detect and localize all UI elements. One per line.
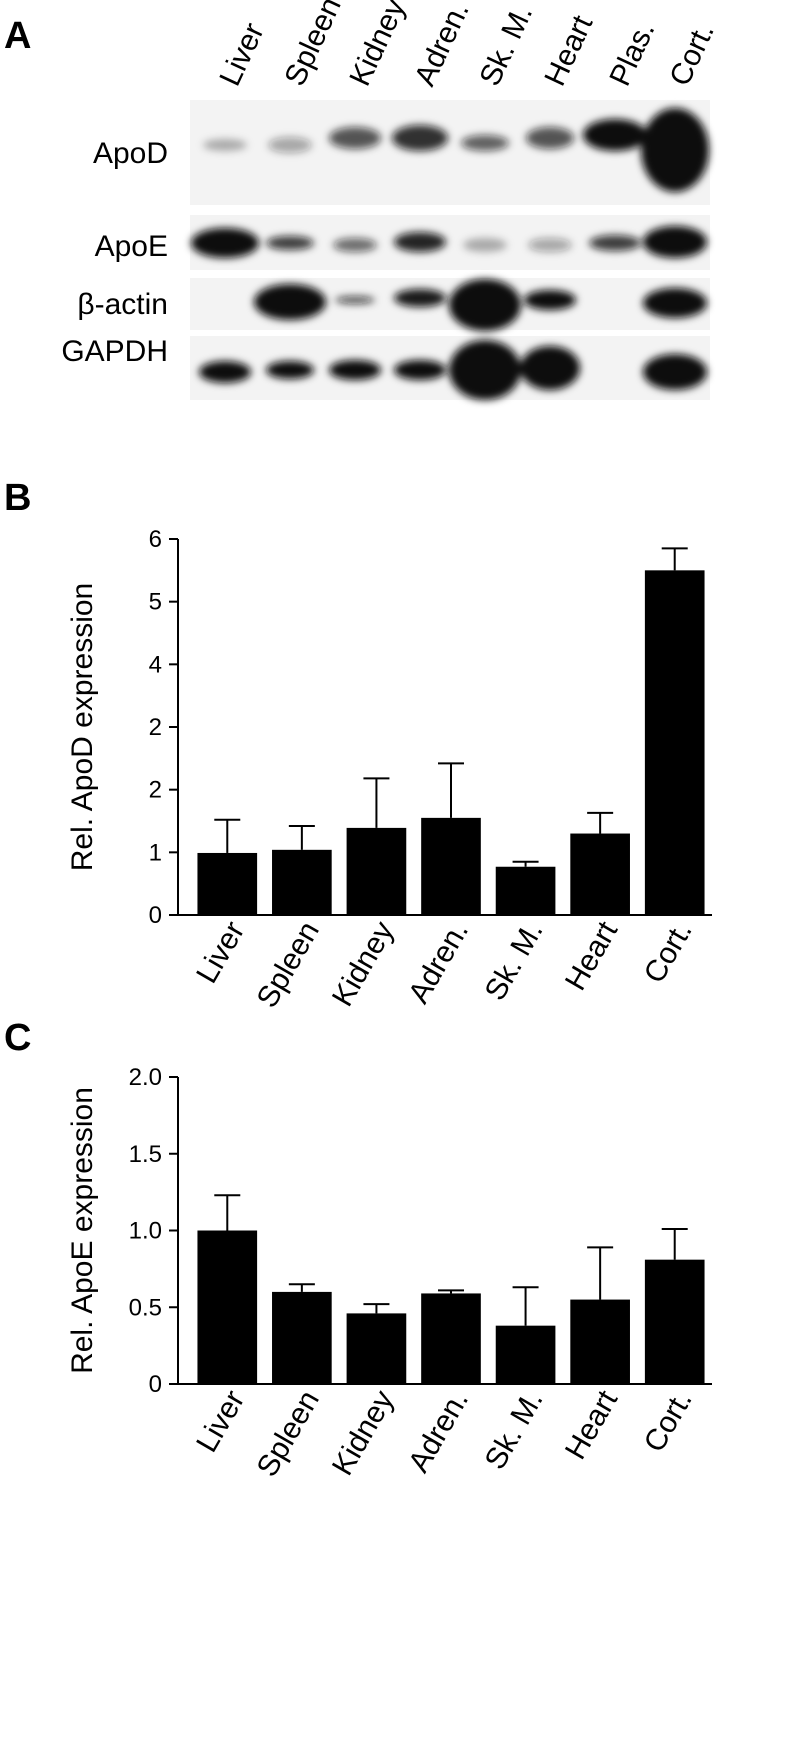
error-bar xyxy=(438,1289,464,1294)
y-tick-label: 1 xyxy=(149,839,162,866)
x-tick-label: Adren. xyxy=(402,916,475,1009)
y-tick-label: 0.5 xyxy=(129,1294,162,1321)
x-tick-label: Liver xyxy=(190,1385,251,1458)
bar xyxy=(346,1313,407,1384)
error-bar xyxy=(438,762,464,818)
lane-label: Heart xyxy=(538,10,599,91)
bar xyxy=(421,1293,481,1384)
y-tick-label: 0 xyxy=(149,1371,162,1398)
row-label: GAPDH xyxy=(61,335,168,368)
lane-label: Sk. M. xyxy=(473,0,539,91)
blot-strip xyxy=(190,100,710,205)
row-label: β-actin xyxy=(77,288,168,321)
x-tick-label: Liver xyxy=(190,916,251,989)
x-tick-label: Heart xyxy=(559,1384,625,1465)
x-tick-label: Kidney xyxy=(326,1385,400,1481)
y-tick-label: 5 xyxy=(149,589,162,616)
bar xyxy=(570,833,630,915)
row-label: ApoE xyxy=(95,230,168,263)
lane-label: Adren. xyxy=(408,0,475,91)
error-bar xyxy=(214,818,241,853)
bands xyxy=(191,108,709,400)
bar xyxy=(272,849,332,915)
x-tick-label: Kidney xyxy=(326,916,400,1012)
bar xyxy=(570,1299,630,1384)
error-bar xyxy=(363,1303,390,1314)
bar xyxy=(197,852,258,915)
y-axis-label: Rel. ApoE expression xyxy=(66,1087,99,1374)
error-bar xyxy=(587,811,614,834)
row-labels: ApoD ApoE β-actin GAPDH xyxy=(61,137,168,368)
bar xyxy=(197,1230,258,1384)
error-bar xyxy=(512,860,539,867)
x-tick-label: Heart xyxy=(559,915,625,996)
y-tick-label: 4 xyxy=(149,651,162,678)
row-label: ApoD xyxy=(93,137,168,170)
error-bar xyxy=(288,825,315,850)
x-tick-label: Spleen xyxy=(251,1385,326,1482)
y-tick-label: 6 xyxy=(149,526,162,553)
lane-label: Plas. xyxy=(603,17,661,91)
x-tick-label: Cort. xyxy=(638,1385,699,1458)
panel-label: C xyxy=(4,1017,31,1059)
x-tick-label: Sk. M. xyxy=(479,1385,550,1475)
error-bar xyxy=(587,1246,614,1300)
x-tick-label: Adren. xyxy=(402,1385,475,1478)
y-tick-label: 2 xyxy=(149,777,162,804)
bar xyxy=(644,570,705,915)
bar xyxy=(346,827,407,915)
x-tick-label: Cort. xyxy=(638,916,699,989)
error-bar xyxy=(512,1286,539,1326)
error-bar xyxy=(661,1227,688,1260)
lane-label: Spleen xyxy=(278,0,347,91)
bar xyxy=(495,866,556,915)
error-bar xyxy=(363,777,390,828)
panel-label: A xyxy=(4,15,31,57)
y-tick-label: 1.5 xyxy=(129,1141,162,1168)
y-tick-label: 0 xyxy=(149,902,162,929)
y-tick-label: 2 xyxy=(149,714,162,741)
y-axis-label: Rel. ApoD expression xyxy=(66,583,99,872)
x-tick-label: Sk. M. xyxy=(479,916,550,1006)
bar xyxy=(495,1325,556,1384)
error-bar xyxy=(288,1283,315,1292)
panel-label: B xyxy=(4,477,31,519)
bar xyxy=(644,1259,705,1384)
y-tick-label: 2.0 xyxy=(129,1064,162,1091)
error-bar xyxy=(661,547,688,571)
lane-label: Kidney xyxy=(343,0,412,91)
lane-label: Liver xyxy=(213,18,270,91)
x-tick-label: Spleen xyxy=(251,916,326,1013)
lane-label: Cort. xyxy=(663,18,720,91)
bar xyxy=(272,1291,332,1384)
y-tick-label: 1.0 xyxy=(129,1218,162,1245)
error-bar xyxy=(214,1194,241,1231)
bar xyxy=(421,817,481,915)
